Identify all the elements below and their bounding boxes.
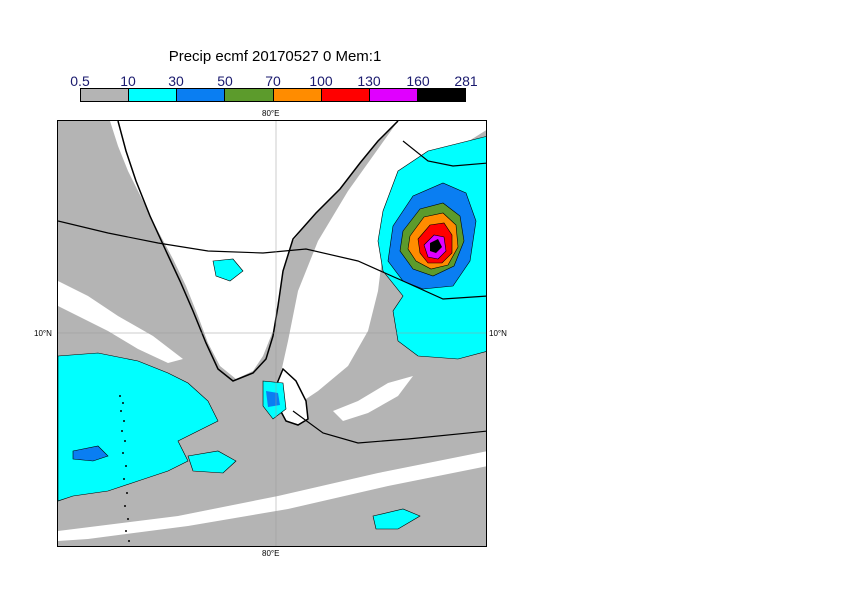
precip-map	[57, 120, 487, 547]
colorbar-label: 130	[357, 73, 381, 89]
lon-label-top: 80°E	[262, 109, 280, 118]
precip-cyan-south-2	[187, 450, 237, 474]
precip-cyan-south	[372, 508, 421, 530]
country-border-2	[292, 410, 486, 444]
southern-white-band	[58, 451, 486, 541]
map-canvas	[58, 121, 486, 546]
coastline	[117, 121, 399, 382]
colorbar-segment-0.5-10	[81, 89, 130, 101]
colorbar	[80, 88, 466, 102]
india-peninsula	[110, 121, 398, 379]
precip-cyan-west	[58, 352, 219, 502]
lon-label-bottom: 80°E	[262, 549, 280, 558]
precip-blue-sri-lanka	[266, 391, 280, 407]
west-white-band	[58, 281, 183, 363]
country-border-3	[402, 140, 486, 167]
colorbar-label: 100	[309, 73, 333, 89]
colorbar-label: 281	[454, 73, 478, 89]
colorbar-segment-50-70	[225, 89, 274, 101]
colorbar-label: 70	[265, 73, 281, 89]
colorbar-segment-160-281	[417, 89, 465, 101]
island-dots	[119, 395, 130, 542]
colorbar-label: 10	[120, 73, 136, 89]
map-title: Precip ecmf 20170527 0 Mem:1	[168, 48, 382, 65]
precip-cyan-inland	[212, 258, 244, 282]
precip-blue-west	[72, 445, 109, 462]
bay-white-region-2	[333, 376, 413, 421]
colorbar-segment-30-50	[177, 89, 226, 101]
country-border	[58, 220, 486, 300]
colorbar-label: 50	[217, 73, 233, 89]
storm-black	[430, 239, 442, 253]
colorbar-segment-70-100	[273, 89, 322, 101]
colorbar-segment-130-160	[369, 89, 418, 101]
colorbar-segment-10-30	[129, 89, 178, 101]
bay-white-region	[278, 121, 486, 411]
colorbar-label: 160	[406, 73, 430, 89]
colorbar-label: 0.5	[70, 73, 90, 89]
colorbar-label: 30	[168, 73, 184, 89]
lat-label-right: 10°N	[489, 329, 507, 338]
lat-label-left: 10°N	[34, 329, 52, 338]
colorbar-segment-100-130	[321, 89, 370, 101]
